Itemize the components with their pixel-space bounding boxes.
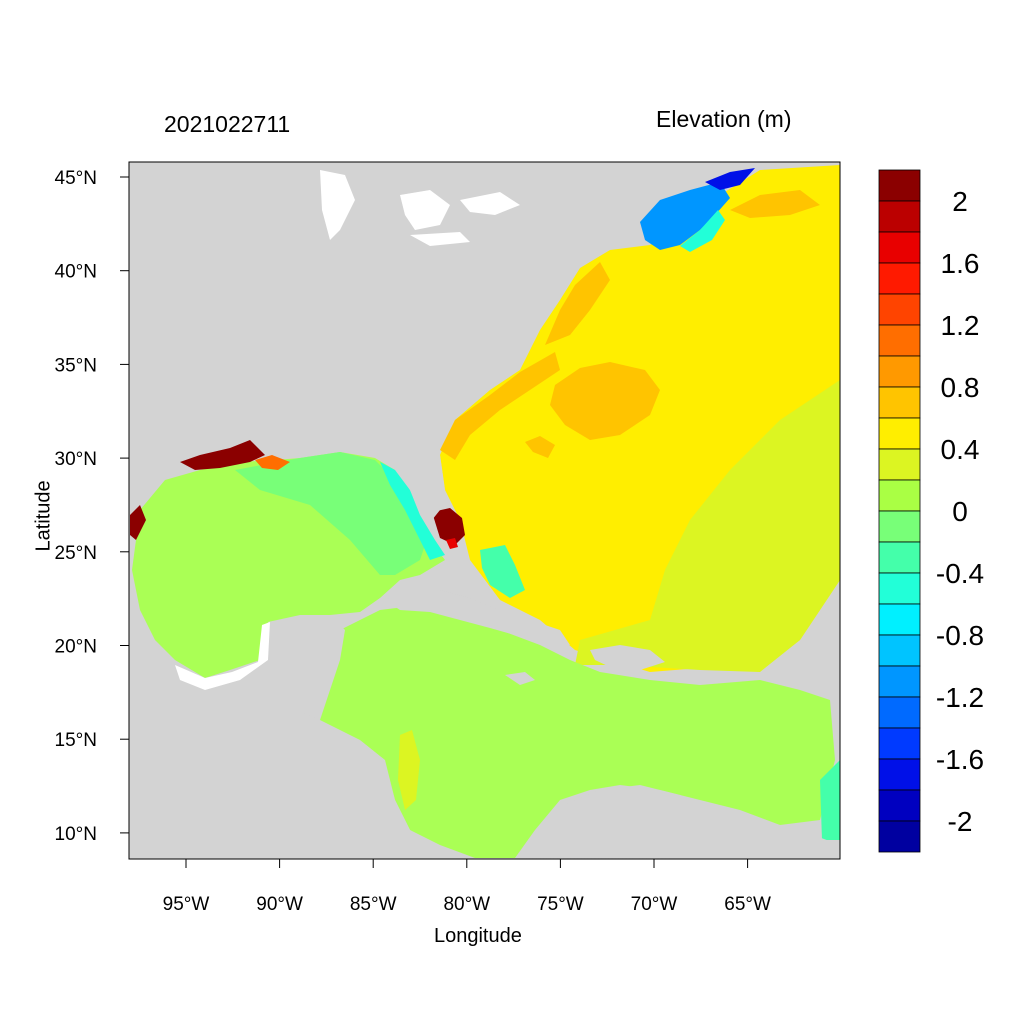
colorbar: 2 1.6 1.2 0.8 0.4 0 -0.4 -0.8 -1.2 -1.6 -2 xyxy=(878,169,984,853)
plot-title: Elevation (m) xyxy=(656,106,792,132)
colorbar-label: -1.6 xyxy=(936,744,984,775)
south-america-land xyxy=(520,785,840,859)
colorbar-swatch xyxy=(878,510,921,543)
colorbar-swatch xyxy=(878,262,921,295)
x-tick-label: 90°W xyxy=(256,894,303,915)
colorbar-label: 0 xyxy=(952,496,968,527)
plot-frame xyxy=(128,161,841,860)
colorbar-swatch xyxy=(878,324,921,357)
texas-coast-red xyxy=(130,505,146,540)
x-tick-label: 75°W xyxy=(537,894,584,915)
colorbar-swatch xyxy=(878,479,921,512)
y-tick-label: 15°N xyxy=(55,730,97,751)
yucatan-strip xyxy=(398,730,420,810)
yucatan-land xyxy=(268,615,345,720)
map-plot-area xyxy=(129,162,840,859)
x-tick-label: 85°W xyxy=(350,894,397,915)
timestamp-label: 2021022711 xyxy=(164,111,291,137)
caribbean-sea-elevation xyxy=(312,605,835,858)
cuba-land xyxy=(385,590,570,645)
gulf-interior-elevation xyxy=(235,452,425,575)
hispaniola-land xyxy=(590,645,665,670)
colorbar-label: 0.8 xyxy=(941,372,980,403)
colorbar-label: 1.2 xyxy=(941,310,980,341)
x-tick-label: 95°W xyxy=(163,894,210,915)
nova-scotia-orange xyxy=(730,190,820,218)
colorbar-swatch xyxy=(878,634,921,667)
y-tick-label: 10°N xyxy=(55,824,97,845)
y-tick-label: 35°N xyxy=(55,355,97,376)
colorbar-swatch xyxy=(878,572,921,605)
atlantic-orange-patch xyxy=(525,436,555,458)
colorbar-swatch xyxy=(878,448,921,481)
mexico-coast-white xyxy=(175,622,270,690)
colorbar-swatch xyxy=(878,603,921,636)
x-axis-ticks: 95°W 90°W 85°W 80°W 75°W 70°W 65°W xyxy=(163,859,771,915)
y-tick-label: 40°N xyxy=(55,262,97,283)
x-tick-label: 80°W xyxy=(443,894,490,915)
louisiana-coast-red xyxy=(180,440,265,470)
colorbar-label: -1.2 xyxy=(936,682,984,713)
colorbar-swatch xyxy=(878,696,921,729)
colorbar-label: 1.6 xyxy=(941,248,980,279)
gulf-of-maine-deep xyxy=(705,168,755,190)
florida-keys-red xyxy=(446,538,458,549)
colorbar-swatch xyxy=(878,820,921,853)
colorbar-swatch xyxy=(878,169,921,202)
bahamas-cyan xyxy=(480,545,525,598)
x-axis-label: Longitude xyxy=(434,925,522,947)
colorbar-swatch xyxy=(878,386,921,419)
yellow-green-atlantic-band xyxy=(575,380,840,672)
south-florida-coast-elevation xyxy=(432,508,465,545)
colorbar-swatch xyxy=(878,231,921,264)
colorbar-swatch xyxy=(878,293,921,326)
colorbar-label: -0.4 xyxy=(936,558,984,589)
colorbar-label: -0.8 xyxy=(936,620,984,651)
colorbar-swatch xyxy=(878,665,921,698)
y-tick-label: 45°N xyxy=(55,168,97,189)
y-axis-ticks: 45°N 40°N 35°N 30°N 25°N 20°N 15°N 10°N xyxy=(55,168,129,845)
x-tick-label: 70°W xyxy=(631,894,678,915)
colorbar-swatch xyxy=(878,758,921,791)
great-lakes-water xyxy=(320,170,520,246)
y-tick-label: 30°N xyxy=(55,449,97,470)
colorbar-swatch xyxy=(878,727,921,760)
louisiana-coast-orange xyxy=(255,455,290,470)
x-tick-label: 65°W xyxy=(724,894,771,915)
colorbar-swatch xyxy=(878,789,921,822)
florida-peninsula-land xyxy=(375,450,445,520)
y-tick-label: 20°N xyxy=(55,637,97,658)
central-america-land xyxy=(129,720,440,859)
mid-atlantic-orange xyxy=(545,262,610,345)
colorbar-swatch xyxy=(878,355,921,388)
colorbar-swatch xyxy=(878,541,921,574)
colorbar-label: -2 xyxy=(948,806,973,837)
y-tick-label: 25°N xyxy=(55,543,97,564)
colorbar-swatch xyxy=(878,200,921,233)
colorbar-label: 2 xyxy=(952,186,968,217)
jamaica-land xyxy=(505,672,535,685)
florida-west-coast-cyan xyxy=(380,462,445,560)
colorbar-label: 0.4 xyxy=(941,434,980,465)
colorbar-swatch xyxy=(878,417,921,450)
gulf-of-maine-cyan xyxy=(680,210,725,252)
atlantic-east-teal xyxy=(820,760,840,840)
atlantic-orange-eddy xyxy=(550,362,660,440)
gulf-of-maine-elevation xyxy=(640,182,730,250)
carolina-coast-orange xyxy=(440,352,560,460)
